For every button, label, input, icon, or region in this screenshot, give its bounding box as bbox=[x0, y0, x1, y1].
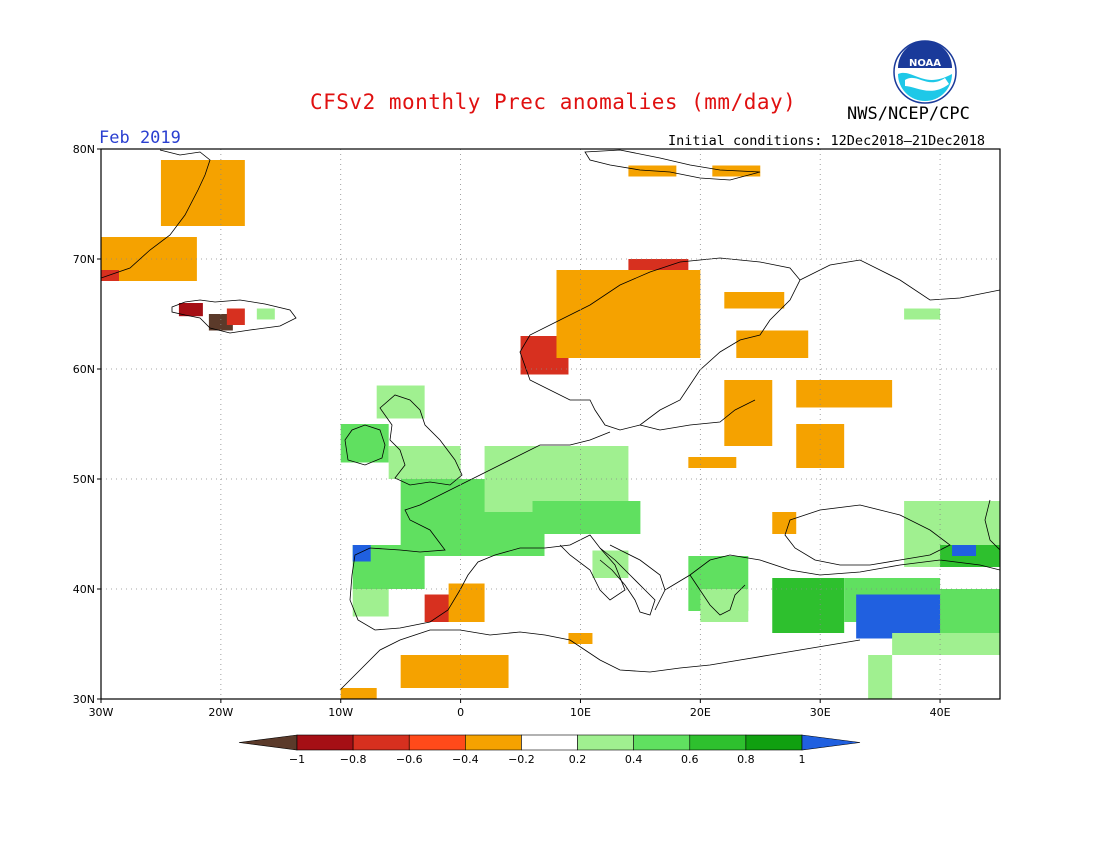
graticule bbox=[101, 149, 1000, 699]
anomaly-caucasus-wet bbox=[952, 545, 977, 556]
anomaly-baltic-east bbox=[724, 380, 773, 446]
colorbar-segment bbox=[521, 734, 578, 751]
anomaly-iceland-east-wet bbox=[256, 308, 275, 320]
colorbar: −1 −0.8 −0.6 −0.4 −0.2 0.2 0.4 0.6 0.8 1 bbox=[238, 734, 861, 766]
anomaly-ireland bbox=[340, 424, 389, 463]
colorbar-segment bbox=[352, 734, 410, 751]
anomaly-russia-north-spot bbox=[904, 308, 941, 320]
lon-tick-label: 10E bbox=[570, 706, 591, 719]
lon-tick-label: 20E bbox=[690, 706, 711, 719]
colorbar-tick-label: −1 bbox=[289, 753, 305, 766]
anomaly-morocco-algeria bbox=[400, 655, 509, 688]
anomaly-russia-west bbox=[796, 380, 893, 408]
anomaly-greece bbox=[700, 589, 749, 622]
anomaly-levant bbox=[868, 655, 893, 699]
anomaly-turkey-west bbox=[772, 578, 845, 633]
forecast-month: Feb 2019 bbox=[99, 128, 181, 148]
lon-tick-label: 10W bbox=[328, 706, 353, 719]
anomaly-galicia-wet bbox=[352, 545, 371, 562]
colorbar-tick-label: 0.4 bbox=[625, 753, 643, 766]
map-frame bbox=[100, 148, 1001, 700]
anomaly-norway-interior bbox=[556, 270, 701, 358]
figure-title: CFSv2 monthly Prec anomalies (mm/day) bbox=[310, 90, 797, 114]
anomaly-turkey-south-wet bbox=[856, 594, 953, 639]
colorbar-tick-label: 0.8 bbox=[737, 753, 755, 766]
colorbar-segment bbox=[296, 734, 354, 751]
colorbar-segment bbox=[465, 734, 522, 751]
anomaly-romania-spot bbox=[772, 512, 797, 534]
anomaly-scotland bbox=[376, 385, 425, 419]
noaa-logo-icon: NOAA bbox=[893, 40, 957, 104]
lon-tick-label: 30E bbox=[810, 706, 831, 719]
lat-tick-label: 40N bbox=[73, 583, 95, 596]
lat-tick-label: 50N bbox=[73, 473, 95, 486]
agency-label: NWS/NCEP/CPC bbox=[847, 104, 970, 124]
colorbar-high-arrow bbox=[801, 734, 861, 751]
anomaly-finland-south bbox=[736, 330, 809, 358]
colorbar-tick-label: −0.8 bbox=[340, 753, 367, 766]
anomaly-iceland-west bbox=[178, 303, 203, 317]
anomaly-belarus-ukraine bbox=[796, 424, 845, 468]
colorbar-tick-label: −0.2 bbox=[508, 753, 535, 766]
anomaly-england-south bbox=[388, 446, 461, 479]
noaa-logo-text: NOAA bbox=[909, 58, 941, 69]
anomaly-greenland-east-coast bbox=[160, 160, 245, 226]
anomaly-tunisia bbox=[568, 633, 593, 644]
colorbar-tick-label: 0.6 bbox=[681, 753, 699, 766]
anomaly-iberia-southeast bbox=[448, 583, 485, 622]
colorbar-tick-label: 0.2 bbox=[569, 753, 587, 766]
colorbar-tick-label: 1 bbox=[799, 753, 806, 766]
colorbar-segment bbox=[408, 734, 466, 751]
anomaly-greenland-tip bbox=[101, 270, 119, 281]
lat-tick-label: 80N bbox=[73, 143, 95, 156]
colorbar-tick-label: −0.6 bbox=[396, 753, 423, 766]
anomaly-syria-iraq bbox=[892, 633, 1000, 655]
anomaly-iceland-south bbox=[226, 308, 245, 325]
lat-tick-label: 70N bbox=[73, 253, 95, 266]
anomaly-poland-east bbox=[688, 457, 737, 468]
lat-tick-label: 30N bbox=[73, 693, 95, 706]
lon-tick-label: 0 bbox=[457, 706, 464, 719]
lat-tick-label: 60N bbox=[73, 363, 95, 376]
colorbar-tick-label: −0.4 bbox=[452, 753, 479, 766]
lon-tick-label: 40E bbox=[930, 706, 951, 719]
anomaly-finland-north bbox=[724, 292, 785, 309]
colorbar-segment bbox=[689, 734, 747, 751]
lon-tick-label: 30W bbox=[89, 706, 114, 719]
colorbar-segment bbox=[577, 734, 634, 751]
anomaly-sahara-west bbox=[340, 688, 377, 699]
colorbar-segment bbox=[745, 734, 803, 751]
colorbar-segment bbox=[633, 734, 691, 751]
anomaly-italy-central bbox=[592, 550, 629, 578]
anomaly-iberia-west bbox=[352, 589, 389, 617]
initial-conditions: Initial conditions: 12Dec2018–21Dec2018 bbox=[668, 133, 985, 149]
lon-tick-label: 20W bbox=[208, 706, 233, 719]
anomaly-alps bbox=[532, 501, 641, 534]
colorbar-low-arrow bbox=[238, 734, 298, 751]
